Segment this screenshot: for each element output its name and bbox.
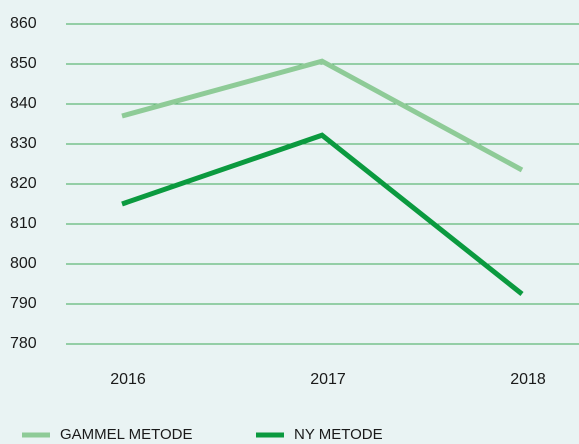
x-tick-label: 2018 xyxy=(510,371,546,388)
x-tick-label: 2016 xyxy=(110,371,146,388)
y-tick-label: 800 xyxy=(10,255,37,272)
line-series xyxy=(121,58,524,173)
line-series xyxy=(121,132,524,296)
x-tick-label: 2017 xyxy=(310,371,346,388)
y-tick-label: 790 xyxy=(10,295,37,312)
y-tick-label: 840 xyxy=(10,95,37,112)
y-tick-label: 850 xyxy=(10,55,37,72)
legend-label: GAMMEL METODE xyxy=(60,426,193,443)
y-tick-label: 860 xyxy=(10,15,37,32)
y-tick-label: 810 xyxy=(10,215,37,232)
y-tick-label: 820 xyxy=(10,175,37,192)
y-tick-label: 780 xyxy=(10,335,37,352)
legend-label: NY METODE xyxy=(294,426,383,443)
y-tick-label: 830 xyxy=(10,135,37,152)
